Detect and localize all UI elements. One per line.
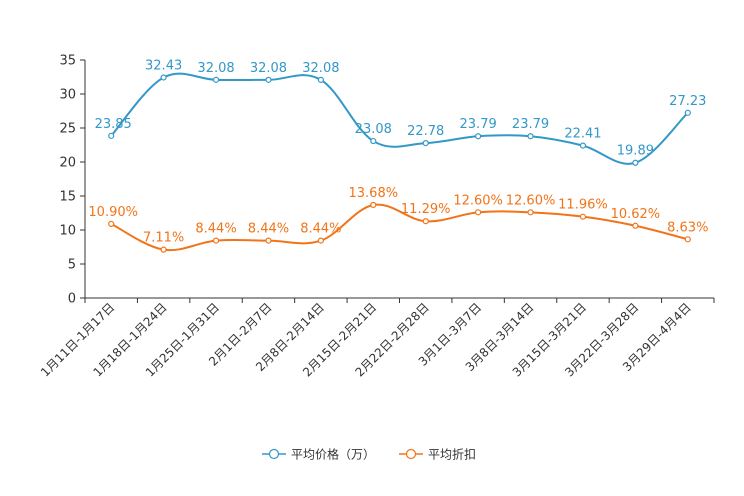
data-label: 11.29% bbox=[401, 202, 451, 217]
data-label: 23.08 bbox=[355, 122, 392, 137]
legend-label: 平均折扣 bbox=[428, 447, 476, 462]
data-point bbox=[317, 76, 324, 83]
data-point bbox=[422, 139, 429, 147]
data-label: 8.63% bbox=[667, 220, 708, 235]
data-point bbox=[632, 222, 639, 229]
data-point bbox=[579, 213, 587, 220]
data-label: 22.41 bbox=[564, 127, 601, 142]
data-label: 12.60% bbox=[453, 193, 503, 208]
y-tick-label: 5 bbox=[68, 258, 76, 273]
data-label: 10.62% bbox=[611, 207, 661, 222]
legend-item-0[interactable]: 平均价格（万） bbox=[262, 447, 375, 462]
legend-item-1[interactable]: 平均折扣 bbox=[399, 447, 476, 462]
data-point bbox=[160, 246, 167, 253]
y-tick-label: 0 bbox=[68, 292, 76, 307]
data-label: 8.44% bbox=[300, 222, 341, 237]
y-tick-label: 35 bbox=[59, 54, 76, 69]
legend[interactable]: 平均价格（万） 平均折扣 bbox=[262, 447, 476, 462]
data-point bbox=[684, 236, 691, 243]
data-label: 7.11% bbox=[143, 231, 184, 246]
y-tick-label: 20 bbox=[59, 156, 76, 171]
data-label: 8.44% bbox=[195, 222, 236, 237]
data-label: 22.78 bbox=[407, 124, 444, 139]
data-point bbox=[632, 159, 639, 166]
y-tick-label: 15 bbox=[59, 190, 76, 205]
data-point bbox=[212, 237, 220, 244]
data-point bbox=[370, 137, 377, 145]
y-tick-label: 30 bbox=[59, 88, 76, 103]
data-label: 8.44% bbox=[248, 222, 289, 237]
legend-label: 平均价格（万） bbox=[291, 447, 375, 462]
data-label: 13.68% bbox=[349, 186, 399, 201]
legend-marker-icon bbox=[268, 448, 280, 460]
data-label: 32.08 bbox=[250, 61, 287, 76]
data-point bbox=[422, 218, 429, 225]
data-label: 10.90% bbox=[88, 205, 138, 220]
data-label: 11.96% bbox=[558, 198, 608, 213]
data-point bbox=[265, 76, 272, 83]
data-point bbox=[160, 74, 167, 81]
data-point bbox=[212, 76, 220, 83]
data-label: 32.08 bbox=[302, 61, 339, 76]
y-tick-label: 10 bbox=[59, 224, 76, 239]
series-0: 23.85 32.43 32.08 32.08 32.08 23.08 22.78 23.79… bbox=[95, 58, 706, 166]
data-label: 23.85 bbox=[95, 117, 132, 132]
data-point bbox=[579, 142, 587, 149]
series-layer: 23.85 32.43 32.08 32.08 32.08 23.08 22.78 23.79… bbox=[88, 58, 708, 253]
data-point bbox=[108, 132, 115, 139]
data-label: 23.79 bbox=[460, 117, 497, 132]
data-point bbox=[265, 237, 272, 244]
data-point bbox=[317, 237, 324, 244]
data-label: 19.89 bbox=[617, 144, 654, 159]
data-point bbox=[527, 209, 534, 216]
data-point bbox=[108, 220, 115, 227]
data-point bbox=[475, 133, 482, 140]
data-label: 27.23 bbox=[669, 94, 706, 109]
legend-marker-icon bbox=[405, 448, 417, 460]
series-line bbox=[110, 203, 689, 252]
series-1: 10.90%7.11%8.44% 8.44% 8.44%13.68%11.29%12… bbox=[88, 186, 708, 253]
data-point bbox=[684, 109, 691, 116]
data-point bbox=[475, 209, 482, 216]
data-label: 23.79 bbox=[512, 117, 549, 132]
y-tick-label: 25 bbox=[59, 122, 76, 137]
data-label: 12.60% bbox=[506, 193, 556, 208]
data-point bbox=[370, 201, 377, 209]
data-label: 32.43 bbox=[145, 58, 182, 73]
series-line bbox=[110, 72, 689, 165]
data-label: 32.08 bbox=[197, 61, 234, 76]
data-point bbox=[527, 133, 534, 140]
